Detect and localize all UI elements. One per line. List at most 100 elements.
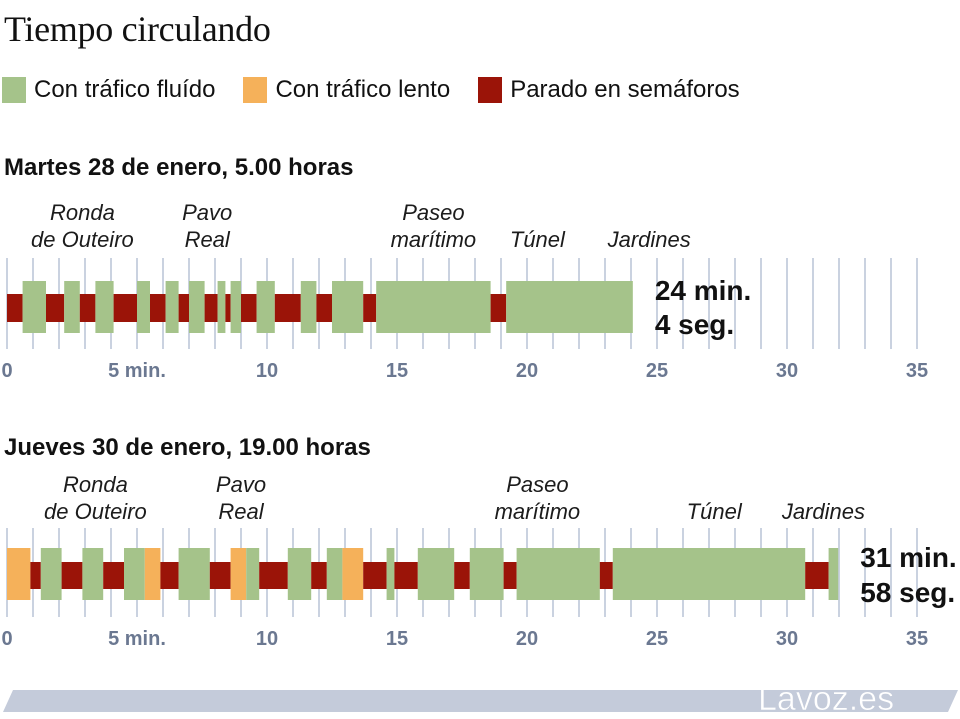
- panel-1-total-minutes: 24 min.: [655, 275, 751, 306]
- legend-label-parado: Parado en semáforos: [510, 76, 740, 103]
- panel-2-tick-label: 15: [386, 628, 408, 650]
- panel-1-segment-fluido: [230, 281, 241, 333]
- panel-2-segment-fluido: [124, 548, 145, 600]
- panel-2-segment-parado: [599, 562, 613, 589]
- panel-2-segment-fluido: [178, 548, 210, 600]
- panel-1-segment-parado: [7, 294, 23, 322]
- legend: Con tráfico fluído Con tráfico lento Par…: [2, 76, 768, 104]
- panel-2-segment-parado: [30, 562, 41, 589]
- panel-2-segment-parado: [311, 562, 327, 589]
- panel-2-segment-parado: [363, 562, 387, 589]
- panel-1-place-label: marítimo: [391, 227, 477, 252]
- panel-2-tick-label: 10: [256, 628, 278, 650]
- panel-2-segment-fluido: [828, 548, 839, 600]
- panel-2-segment-parado: [103, 562, 124, 589]
- chart-title: Tiempo circulando: [4, 9, 271, 49]
- panel-1-title: Martes 28 de enero, 5.00 horas: [4, 154, 354, 181]
- panel-2-segment-parado: [805, 562, 829, 589]
- panel-2-tick-label: 20: [516, 628, 538, 650]
- panel-2-segment-fluido: [326, 548, 343, 600]
- panel-2-tick-label: 0: [1, 628, 12, 650]
- panel-1-tick-label: 5 min.: [108, 360, 166, 382]
- panel-2-place-label: Real: [218, 499, 264, 524]
- panel-2-title: Jueves 30 de enero, 19.00 horas: [4, 434, 371, 461]
- panel-2-segment-fluido: [386, 548, 395, 600]
- panel-2-segment-lento: [230, 548, 247, 600]
- panel-1-segment-fluido: [95, 281, 114, 333]
- panel-2-segment-parado: [160, 562, 179, 589]
- panel-2-tick-label: 30: [776, 628, 798, 650]
- panel-2-total-seconds: 58 seg.: [860, 577, 955, 608]
- panel-1-segment-parado: [241, 294, 257, 322]
- panel-1-segment-parado: [113, 294, 137, 322]
- legend-item-lento: Con tráfico lento: [243, 76, 450, 104]
- panel-2-place-label: Paseo: [506, 472, 568, 497]
- panel-1-place-label: Real: [185, 227, 231, 252]
- panel-1-place-label: Pavo: [182, 200, 232, 225]
- panel-2-segment-fluido: [82, 548, 104, 600]
- panel-1-segment-parado: [79, 294, 96, 322]
- panel-2-segment-fluido: [612, 548, 806, 600]
- panel-2-place-label: Pavo: [216, 472, 266, 497]
- panel-1-segment-fluido: [189, 281, 205, 333]
- panel-1-segment-fluido: [376, 281, 491, 333]
- panel-2-total-minutes: 31 min.: [860, 542, 956, 573]
- panel-1-tick-label: 25: [646, 360, 668, 382]
- panel-1-tick-label: 10: [256, 360, 278, 382]
- panel-1-tick-label: 20: [516, 360, 538, 382]
- panel-2-segment-parado: [61, 562, 83, 589]
- legend-swatch-parado: [478, 77, 503, 103]
- panel-2-segment-lento: [342, 548, 364, 600]
- panel-1-segment-parado: [274, 294, 301, 322]
- legend-label-lento: Con tráfico lento: [275, 76, 451, 103]
- panel-1-segment-parado: [150, 294, 166, 322]
- panel-1-segment-parado: [316, 294, 332, 322]
- panel-2-segment-parado: [259, 562, 288, 589]
- panel-2-place-label: Túnel: [687, 499, 743, 524]
- panel-1-tick-label: 30: [776, 360, 798, 382]
- panel-2-segment-lento: [144, 548, 161, 600]
- panel-1-segment-fluido: [506, 281, 633, 333]
- panel-1-segment-parado: [178, 294, 189, 322]
- panel-2-segment-parado: [454, 562, 470, 589]
- panel-2-segment-fluido: [469, 548, 504, 600]
- legend-swatch-fluido: [2, 77, 26, 103]
- panel-1-segment-fluido: [22, 281, 46, 333]
- panel-1-place-label: de Outeiro: [31, 227, 134, 252]
- panel-1-segment-parado: [46, 294, 65, 322]
- panel-1-place-label: Jardines: [607, 227, 691, 252]
- panel-1-tick-label: 0: [1, 360, 12, 382]
- panel-1-segment-fluido: [256, 281, 275, 333]
- panel-2-segment-fluido: [417, 548, 455, 600]
- panel-2-place-label: marítimo: [495, 499, 581, 524]
- panel-2-segment-fluido: [246, 548, 260, 600]
- panel-2-place-label: de Outeiro: [44, 499, 147, 524]
- panel-1-segment-parado: [363, 294, 377, 322]
- panel-1-segment-fluido: [217, 281, 226, 333]
- panel-1-total-seconds: 4 seg.: [655, 309, 734, 340]
- panel-1-segment-fluido: [332, 281, 364, 333]
- panel-2-tick-label: 25: [646, 628, 668, 650]
- panel-1-segment-parado: [490, 294, 507, 322]
- panel-1-tick-label: 35: [906, 360, 928, 382]
- panel-1-segment-fluido: [137, 281, 150, 333]
- panel-2-segment-parado: [394, 562, 418, 589]
- legend-item-parado: Parado en semáforos: [478, 76, 740, 104]
- panel-1-segment-fluido: [64, 281, 80, 333]
- panel-1-place-label: Túnel: [510, 227, 566, 252]
- panel-1-segment-fluido: [300, 281, 317, 333]
- legend-item-fluido: Con tráfico fluído: [2, 76, 215, 104]
- panel-1-place-label: Ronda: [50, 200, 115, 225]
- legend-label-fluido: Con tráfico fluído: [34, 76, 216, 103]
- panel-2-place-label: Ronda: [63, 472, 128, 497]
- panel-2-segment-lento: [7, 548, 31, 600]
- panel-1-segment-fluido: [165, 281, 179, 333]
- legend-swatch-lento: [243, 77, 268, 103]
- panel-2-tick-label: 35: [906, 628, 928, 650]
- panel-2-segment-fluido: [287, 548, 312, 600]
- panel-1-place-label: Paseo: [402, 200, 464, 225]
- panel-2-place-label: Jardines: [781, 499, 865, 524]
- panel-1-segment-parado: [225, 294, 231, 322]
- panel-2-segment-fluido: [40, 548, 62, 600]
